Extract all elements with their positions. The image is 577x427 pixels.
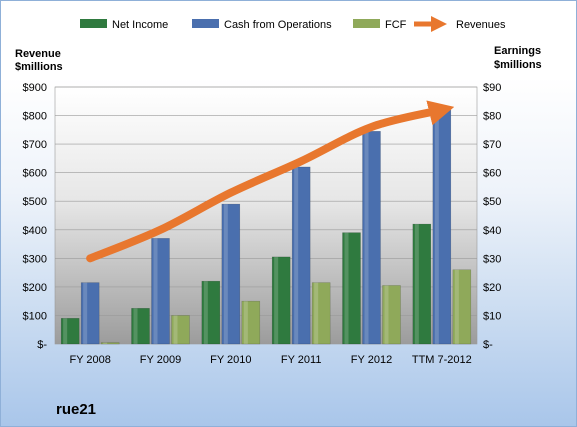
bar-highlight-net-income bbox=[203, 281, 208, 344]
right-axis-tick-label: $50 bbox=[483, 196, 501, 208]
bar-net-income bbox=[342, 232, 361, 345]
right-axis-tick-label: $20 bbox=[483, 282, 501, 294]
x-axis-tick-label: FY 2008 bbox=[69, 354, 110, 366]
bar-cash-from-operations bbox=[221, 203, 241, 345]
right-axis-tick-label: $60 bbox=[483, 168, 501, 180]
bar-highlight-cash-from-operations bbox=[434, 109, 439, 344]
bar-net-income bbox=[271, 256, 291, 345]
bar-fcf bbox=[171, 315, 190, 345]
x-axis-tick-label: FY 2011 bbox=[281, 354, 322, 366]
bar-cash-from-operations bbox=[291, 166, 311, 345]
right-axis-tick-label: $80 bbox=[483, 111, 501, 123]
left-axis-tick-label: $100 bbox=[23, 310, 47, 322]
legend-swatch-net-income bbox=[80, 19, 107, 28]
legend-label-fcf: FCF bbox=[385, 19, 407, 31]
right-axis-tick-label: $- bbox=[483, 339, 493, 351]
bar-highlight-fcf bbox=[243, 301, 248, 344]
bar-highlight-net-income bbox=[274, 256, 279, 344]
legend-label-cash-from-operations: Cash from Operations bbox=[224, 19, 332, 31]
x-axis-tick-label: FY 2012 bbox=[351, 354, 392, 366]
bar-highlight-net-income bbox=[414, 224, 419, 344]
company-label: rue21 bbox=[56, 401, 96, 418]
bar-highlight-net-income bbox=[344, 232, 349, 344]
bar-net-income bbox=[60, 318, 80, 345]
bar-highlight-cash-from-operations bbox=[83, 282, 88, 344]
plot-area bbox=[54, 86, 478, 345]
bar-highlight-fcf bbox=[314, 282, 319, 344]
legend-swatch-fcf bbox=[353, 19, 380, 28]
left-axis-tick-label: $600 bbox=[23, 168, 47, 180]
right-axis-tick-label: $10 bbox=[483, 310, 501, 322]
bar-cash-from-operations bbox=[362, 131, 381, 345]
bar-net-income bbox=[412, 223, 432, 345]
x-axis-tick-label: FY 2009 bbox=[140, 354, 181, 366]
left-axis-tick-label: $400 bbox=[23, 225, 47, 237]
bar-fcf bbox=[100, 342, 120, 345]
bar-cash-from-operations bbox=[80, 282, 100, 345]
left-axis-tick-label: $700 bbox=[23, 139, 47, 151]
bar-highlight-fcf bbox=[454, 269, 459, 344]
bar-net-income bbox=[131, 308, 150, 345]
bar-fcf bbox=[382, 285, 401, 345]
left-axis-tick-label: $900 bbox=[23, 82, 47, 94]
right-axis-tick-label: $30 bbox=[483, 253, 501, 265]
legend: Net Income Cash from Operations FCF Reve… bbox=[80, 15, 506, 33]
x-axis-tick-label: TTM 7-2012 bbox=[412, 354, 472, 366]
bar-highlight-cash-from-operations bbox=[153, 238, 158, 344]
revenue-line bbox=[86, 100, 455, 263]
right-axis-tick-label: $70 bbox=[483, 139, 501, 151]
bar-highlight-cash-from-operations bbox=[364, 131, 369, 344]
bar-highlight-fcf bbox=[173, 315, 178, 344]
left-axis-tick-label: $800 bbox=[23, 111, 47, 123]
bars-group bbox=[60, 109, 472, 345]
right-axis-ticks: $- $10 $20 $30 $40 $50 $60 $70 $80 $90 bbox=[483, 82, 501, 351]
left-axis-tick-label: $- bbox=[37, 339, 47, 351]
left-axis-tick-label: $300 bbox=[23, 253, 47, 265]
left-axis-tick-label: $500 bbox=[23, 196, 47, 208]
bar-highlight-cash-from-operations bbox=[223, 204, 228, 344]
bar-fcf bbox=[311, 282, 331, 345]
bar-highlight-fcf bbox=[103, 342, 108, 344]
bar-highlight-cash-from-operations bbox=[294, 166, 299, 344]
legend-swatch-cash-from-operations bbox=[192, 19, 219, 28]
bar-highlight-net-income bbox=[133, 308, 138, 344]
right-axis-title-line2: $millions bbox=[494, 59, 542, 71]
x-axis-ticks: FY 2008 FY 2009 FY 2010 FY 2011 FY 2012 TTM 7… bbox=[69, 354, 471, 366]
bar-net-income bbox=[201, 280, 221, 345]
bar-highlight-net-income bbox=[63, 318, 68, 344]
bar-highlight-fcf bbox=[384, 285, 389, 344]
left-axis-ticks: $- $100 $200 $300 $400 $500 $600 $700 $800 $900 bbox=[23, 82, 48, 351]
left-axis-title-line1: Revenue bbox=[15, 48, 61, 60]
bar-fcf bbox=[452, 269, 472, 345]
left-axis-title-line2: $millions bbox=[15, 61, 63, 73]
legend-label-revenues: Revenues bbox=[456, 19, 506, 31]
x-axis-tick-label: FY 2010 bbox=[210, 354, 251, 366]
left-axis-tick-label: $200 bbox=[23, 282, 47, 294]
right-axis-tick-label: $90 bbox=[483, 82, 501, 94]
right-axis-tick-label: $40 bbox=[483, 225, 501, 237]
bar-cash-from-operations bbox=[151, 238, 170, 345]
legend-label-net-income: Net Income bbox=[112, 19, 168, 31]
right-axis-title-line1: Earnings bbox=[494, 45, 541, 57]
bar-fcf bbox=[241, 300, 261, 345]
revenue-line-group bbox=[86, 100, 455, 263]
